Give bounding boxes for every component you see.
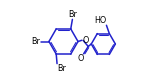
Text: Br: Br (57, 64, 66, 73)
Text: O: O (83, 36, 89, 45)
Text: Br: Br (31, 37, 40, 46)
Text: HO: HO (94, 16, 106, 25)
Text: Br: Br (68, 10, 77, 19)
Text: O: O (77, 54, 83, 63)
